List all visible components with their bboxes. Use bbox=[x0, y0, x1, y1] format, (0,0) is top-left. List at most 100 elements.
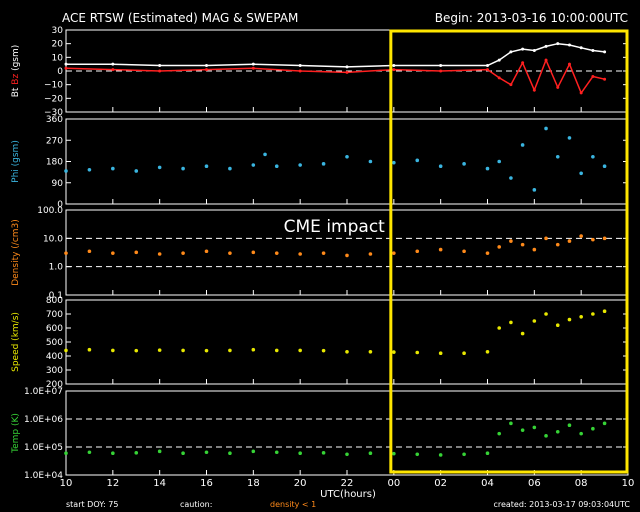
y-tick-label: 1.0E+07 bbox=[24, 387, 63, 397]
y-tick-label: 800 bbox=[46, 296, 63, 306]
data-point bbox=[485, 251, 490, 255]
data-point bbox=[392, 350, 396, 354]
data-point bbox=[251, 347, 256, 352]
y-axis-label-part: Bt bbox=[11, 87, 21, 97]
y-tick-label: 1.0 bbox=[49, 263, 64, 273]
data-point bbox=[438, 164, 443, 169]
data-point bbox=[602, 309, 607, 314]
data-point bbox=[486, 68, 489, 72]
data-point bbox=[157, 449, 162, 454]
data-point bbox=[579, 234, 583, 238]
data-point bbox=[251, 163, 256, 167]
chart-title: ACE RTSW (Estimated) MAG & SWEPAM bbox=[62, 11, 298, 25]
data-point bbox=[509, 320, 513, 325]
data-point bbox=[321, 451, 326, 455]
data-point bbox=[205, 68, 208, 72]
y-tick-label: 200 bbox=[46, 380, 63, 390]
data-point bbox=[251, 449, 256, 454]
data-point bbox=[392, 68, 396, 72]
y-axis-label: Speed (km/s) bbox=[11, 312, 21, 372]
panel-frame bbox=[65, 118, 629, 205]
panel-frame bbox=[65, 390, 629, 476]
data-point bbox=[485, 166, 490, 171]
data-point bbox=[462, 452, 466, 457]
data-point bbox=[602, 164, 607, 169]
data-point bbox=[603, 77, 607, 81]
data-point bbox=[111, 451, 115, 456]
y-tick-label: 360 bbox=[46, 115, 63, 125]
data-point bbox=[298, 451, 302, 456]
panel-frame bbox=[65, 299, 629, 385]
data-point bbox=[544, 236, 548, 241]
y-tick-label: 0 bbox=[57, 67, 63, 77]
begin-time: Begin: 2013-03-16 10:00:00UTC bbox=[435, 11, 628, 25]
y-axis-label-part: (gsm) bbox=[11, 45, 21, 74]
data-point bbox=[521, 61, 525, 65]
y-tick-label: 1.0E+05 bbox=[24, 443, 63, 453]
y-tick-label: −10 bbox=[44, 81, 63, 91]
data-point bbox=[520, 331, 525, 336]
data-point bbox=[509, 176, 513, 180]
data-point bbox=[591, 237, 595, 242]
data-point bbox=[111, 68, 115, 72]
data-point bbox=[111, 62, 115, 66]
panel-phi: 360 270 180 90 0 Phi (gsm) bbox=[11, 115, 629, 210]
data-point bbox=[263, 152, 267, 157]
data-point bbox=[181, 166, 185, 171]
data-point bbox=[274, 450, 279, 455]
data-point bbox=[579, 46, 583, 50]
data-point bbox=[274, 348, 279, 353]
data-point bbox=[462, 249, 466, 254]
data-point bbox=[157, 165, 162, 170]
data-point bbox=[368, 159, 373, 164]
y-tick-label: 100.0 bbox=[37, 206, 63, 216]
data-point bbox=[64, 66, 68, 70]
data-point bbox=[591, 154, 595, 159]
x-tick-label: 06 bbox=[528, 478, 541, 489]
data-point bbox=[345, 350, 349, 354]
y-axis-label-part: Speed (km/s) bbox=[11, 312, 21, 372]
x-tick-label: 02 bbox=[434, 478, 447, 489]
series-speed bbox=[64, 309, 607, 356]
y-tick-label: 20 bbox=[52, 40, 64, 50]
series-line bbox=[66, 42, 605, 68]
data-point bbox=[415, 158, 420, 163]
panel-density: 100.0 10.0 1.0 0.1 Density (/cm3) bbox=[11, 206, 629, 301]
y-tick-label: 30 bbox=[52, 26, 64, 36]
data-point bbox=[111, 251, 115, 255]
y-tick-label: 270 bbox=[46, 136, 63, 146]
data-point bbox=[415, 452, 420, 457]
data-point bbox=[520, 143, 525, 147]
y-tick-label: 0 bbox=[57, 200, 63, 210]
series-phi bbox=[64, 126, 607, 192]
data-point bbox=[205, 64, 208, 68]
y-tick-label: 1.0E+06 bbox=[24, 415, 63, 425]
data-point bbox=[158, 64, 162, 68]
x-tick-label: 18 bbox=[247, 478, 260, 489]
data-point bbox=[298, 69, 302, 73]
data-point bbox=[567, 423, 572, 428]
data-point bbox=[591, 312, 595, 316]
data-point bbox=[486, 64, 489, 68]
data-point bbox=[392, 160, 396, 165]
y-axis-label: Temp (K) bbox=[11, 413, 21, 454]
data-point bbox=[368, 451, 373, 456]
data-point bbox=[111, 166, 115, 171]
data-point bbox=[520, 428, 525, 432]
data-point bbox=[251, 250, 256, 255]
y-axis-label-part: Temp (K) bbox=[11, 413, 21, 454]
data-point bbox=[532, 247, 537, 252]
x-tick-label: 10 bbox=[622, 478, 635, 489]
data-point bbox=[321, 348, 326, 353]
data-point bbox=[567, 62, 571, 66]
y-tick-label: 400 bbox=[46, 352, 63, 362]
x-tick-label: 04 bbox=[481, 478, 494, 489]
start-doy: start DOY: 75 bbox=[66, 500, 118, 509]
data-point bbox=[87, 450, 92, 455]
data-point bbox=[157, 348, 162, 352]
data-point bbox=[368, 252, 373, 256]
data-point bbox=[274, 164, 279, 169]
y-axis-label-part: Bz bbox=[11, 74, 21, 88]
series-bz bbox=[64, 58, 607, 95]
data-point bbox=[485, 350, 490, 354]
